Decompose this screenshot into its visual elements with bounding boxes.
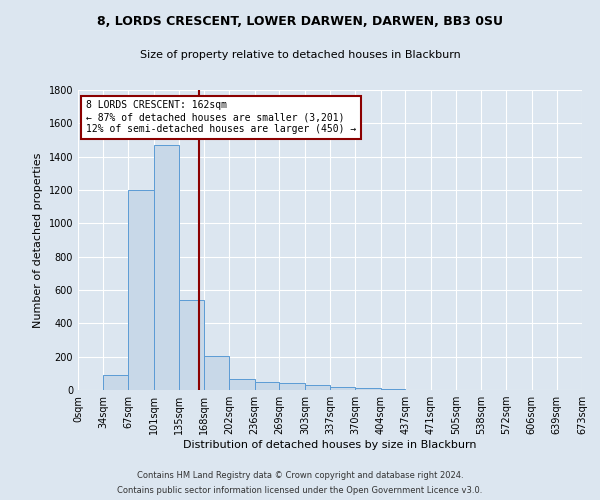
Bar [280, 384, 305, 390]
Bar [380, 389, 405, 390]
Text: Contains HM Land Registry data © Crown copyright and database right 2024.: Contains HM Land Registry data © Crown c… [137, 471, 463, 480]
Y-axis label: Number of detached properties: Number of detached properties [33, 152, 43, 328]
Text: 8, LORDS CRESCENT, LOWER DARWEN, DARWEN, BB3 0SU: 8, LORDS CRESCENT, LOWER DARWEN, DARWEN,… [97, 15, 503, 28]
Bar [229, 379, 255, 390]
Text: Size of property relative to detached houses in Blackburn: Size of property relative to detached ho… [140, 50, 460, 60]
Bar [128, 190, 154, 390]
Bar [204, 356, 229, 390]
X-axis label: Distribution of detached houses by size in Blackburn: Distribution of detached houses by size … [183, 440, 477, 450]
Bar [179, 300, 204, 390]
Bar [154, 145, 179, 390]
Bar [355, 388, 380, 390]
Bar [305, 385, 331, 390]
Bar [331, 386, 355, 390]
Text: 8 LORDS CRESCENT: 162sqm
← 87% of detached houses are smaller (3,201)
12% of sem: 8 LORDS CRESCENT: 162sqm ← 87% of detach… [86, 100, 356, 134]
Text: Contains public sector information licensed under the Open Government Licence v3: Contains public sector information licen… [118, 486, 482, 495]
Bar [103, 375, 128, 390]
Bar [255, 382, 280, 390]
